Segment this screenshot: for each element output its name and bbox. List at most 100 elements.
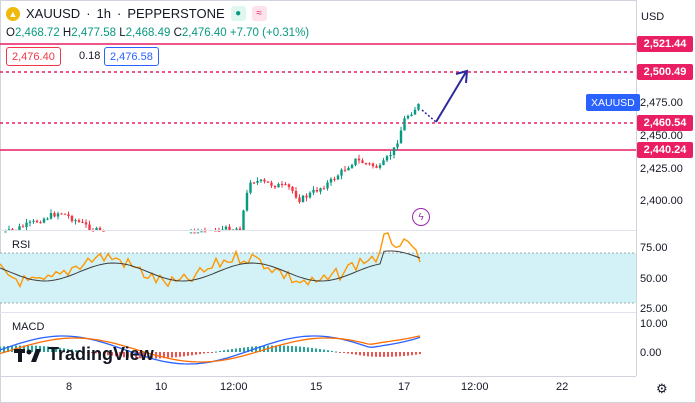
candle-body [196, 232, 200, 234]
candle-body [305, 195, 308, 198]
candle-body [354, 158, 357, 165]
macd-histogram-bar [219, 350, 221, 352]
gear-icon[interactable]: ⚙ [656, 381, 668, 396]
tradingview-icon [14, 348, 41, 362]
macd-histogram-bar [379, 352, 381, 357]
lightning-icon[interactable]: ϟ [412, 208, 430, 226]
candle-body [252, 182, 256, 184]
price-tick: 2,425.00 [640, 163, 683, 175]
macd-histogram-bar [47, 346, 49, 352]
macd-histogram-bar [95, 352, 97, 354]
candle-body [385, 156, 389, 161]
macd-histogram-bar [199, 352, 201, 355]
candle-body [77, 220, 81, 222]
macd-histogram-bar [359, 352, 361, 356]
candle-body [102, 230, 105, 232]
macd-histogram-bar [351, 352, 353, 355]
projection-arrow-line [435, 71, 467, 123]
delay-icon[interactable]: ≈ [251, 6, 267, 21]
candle-body [382, 160, 385, 166]
macd-histogram-bar [271, 345, 273, 352]
macd-histogram-bar [151, 352, 153, 359]
macd-histogram-bar [363, 352, 365, 356]
candle-body [312, 189, 315, 193]
price-axis[interactable] [636, 0, 695, 376]
broker-name: PEPPERSTONE [127, 6, 225, 21]
projection-arrowhead [455, 69, 469, 84]
macd-histogram-bar [31, 345, 33, 352]
candle-body [277, 184, 280, 188]
macd-histogram-bar [175, 352, 177, 358]
macd-histogram-bar [51, 346, 53, 352]
macd-histogram-bar [59, 347, 61, 352]
time-axis[interactable] [0, 376, 636, 402]
support-1-label: 2,460.54 [637, 115, 693, 131]
symbol-name[interactable]: XAUUSD [26, 6, 81, 21]
candle-body [284, 184, 287, 186]
macd-histogram-bar [211, 352, 213, 353]
rsi-line [0, 232, 421, 289]
macd-histogram-bar [111, 352, 113, 356]
pane-separator-rsi[interactable] [0, 230, 636, 231]
macd-histogram-bar [411, 352, 413, 356]
low-value: 2,468.49 [125, 27, 171, 39]
candle-body [242, 210, 245, 230]
candle-body [340, 169, 343, 176]
tradingview-logo: TradingView [14, 344, 154, 365]
macd-histogram-bar [299, 346, 301, 352]
separator-dot: · [86, 6, 91, 21]
separator-dot: · [117, 6, 122, 21]
buy-price-button[interactable]: 2,476.58 [104, 47, 159, 66]
macd-histogram-bar [131, 352, 133, 358]
macd-histogram-bar [235, 348, 237, 352]
macd-histogram-bar [79, 350, 81, 352]
candle-body [245, 192, 249, 211]
candle-body [410, 114, 413, 116]
macd-histogram-bar [7, 346, 9, 352]
macd-histogram-bar [343, 352, 345, 353]
candle-body [224, 226, 228, 230]
ohlc-legend: O2,468.72 H2,477.58 L2,468.49 C2,476.40 … [6, 27, 309, 39]
macd-histogram-bar [43, 346, 45, 352]
macd-histogram-bar [259, 345, 261, 352]
candle-body [63, 213, 67, 215]
candle-body [259, 179, 263, 182]
macd-histogram-bar [123, 352, 125, 358]
macd-histogram-bar [87, 352, 89, 353]
candle-body [81, 221, 84, 223]
macd-histogram-bar [215, 351, 217, 353]
market-open-icon[interactable]: ● [230, 6, 246, 21]
candle-body [53, 213, 56, 217]
macd-histogram-bar [415, 352, 417, 355]
candle-body [7, 229, 11, 231]
candle-body [263, 179, 266, 182]
time-tick: 10 [155, 381, 168, 393]
pane-separator-macd[interactable] [0, 312, 636, 313]
candle-body [308, 192, 312, 198]
macd-histogram-bar [283, 345, 285, 352]
macd-histogram-bar [419, 352, 421, 355]
price-tick: 2,450.00 [640, 130, 683, 142]
candle-body [361, 160, 364, 164]
macd-histogram-bar [263, 345, 265, 352]
macd-histogram-bar [279, 345, 281, 352]
candle-body [375, 166, 378, 168]
macd-label[interactable]: MACD [12, 321, 45, 333]
resistance-2-label: 2,500.49 [637, 64, 693, 80]
candle-body [287, 184, 291, 187]
macd-histogram-bar [387, 352, 389, 357]
rsi-label[interactable]: RSI [12, 239, 31, 251]
high-value: 2,477.58 [71, 27, 116, 39]
currency-label[interactable]: USD [641, 11, 665, 23]
candle-body [256, 181, 259, 183]
time-tick: 15 [310, 381, 323, 393]
macd-histogram-bar [295, 346, 297, 352]
candle-body [378, 165, 382, 168]
sell-price-button[interactable]: 2,476.40 [6, 47, 61, 66]
macd-histogram-bar [71, 349, 73, 352]
candle-body [98, 228, 102, 230]
candle-body [333, 178, 336, 180]
close-value: 2,476.40 [181, 27, 227, 39]
candle-body [235, 228, 238, 230]
interval-label[interactable]: 1h [96, 6, 111, 21]
